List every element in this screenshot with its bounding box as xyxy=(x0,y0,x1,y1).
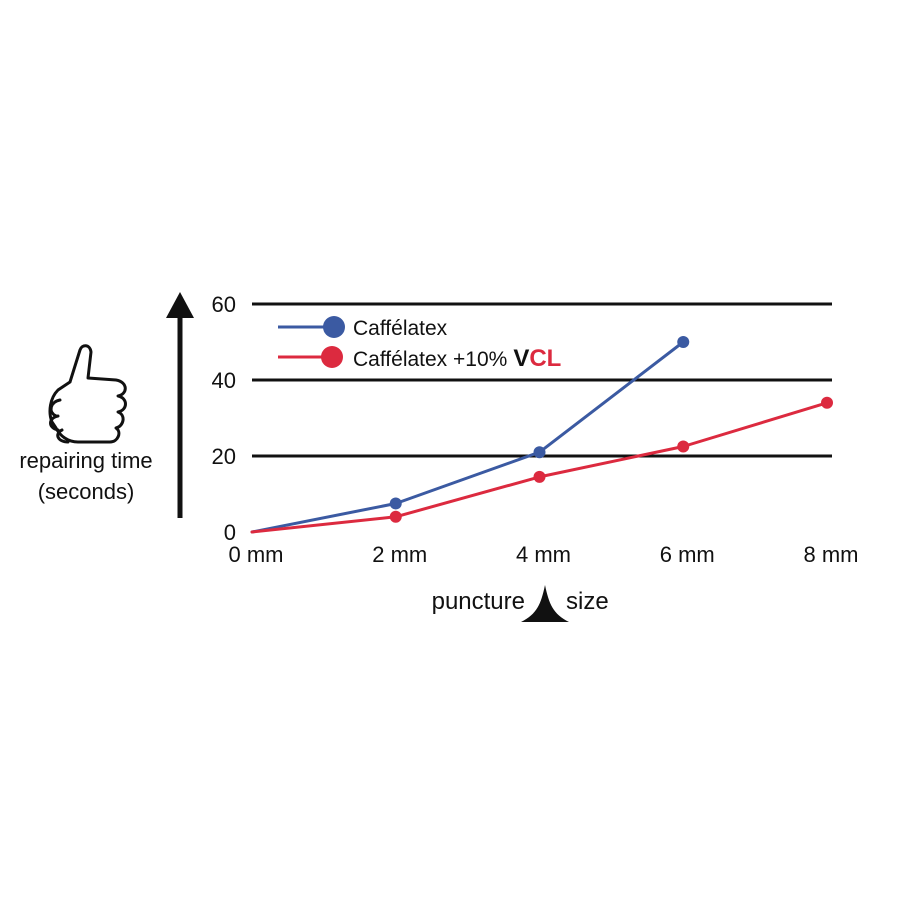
puncture-spike-icon xyxy=(521,585,569,622)
series-line-0 xyxy=(250,340,685,534)
x-tick-label-2: 2 mm xyxy=(372,542,427,567)
series-0-point-3 xyxy=(677,336,690,348)
y-tick-labels: 0 20 40 60 xyxy=(212,292,236,545)
series-1-point-1 xyxy=(389,510,402,523)
legend-label-caffelatex: Caffélatex xyxy=(353,317,448,340)
series-lines xyxy=(250,336,833,534)
legend-marker-vcl xyxy=(321,346,343,368)
y-axis-label-line1: repairing time xyxy=(19,448,152,473)
legend-label-v: V xyxy=(513,345,529,372)
series-0-point-1 xyxy=(389,497,402,510)
series-1-point-3 xyxy=(677,440,690,453)
x-tick-labels: 0 mm 2 mm 4 mm 6 mm 8 mm xyxy=(229,542,859,567)
y-tick-label-20: 20 xyxy=(212,444,236,469)
y-tick-label-60: 60 xyxy=(212,292,236,317)
series-line-1 xyxy=(250,401,829,534)
y-axis-label-line2: (seconds) xyxy=(38,479,135,504)
legend: Caffélatex Caffélatex +10% VCL xyxy=(278,316,561,372)
y-tick-label-0: 0 xyxy=(224,520,236,545)
x-tick-label-6: 6 mm xyxy=(660,542,715,567)
legend-label-cl: CL xyxy=(529,345,561,372)
legend-label-vcl-text: Caffélatex +10% xyxy=(353,348,507,371)
legend-label-vcl: Caffélatex +10% VCL xyxy=(353,345,561,372)
x-tick-label-8: 8 mm xyxy=(804,542,859,567)
x-axis-label-left: puncture xyxy=(432,588,525,615)
series-0-point-2 xyxy=(533,446,546,459)
x-tick-label-4: 4 mm xyxy=(516,542,571,567)
thumbs-up-icon xyxy=(48,344,127,444)
x-tick-label-0: 0 mm xyxy=(229,542,284,567)
legend-marker-caffelatex xyxy=(323,316,345,338)
series-1-point-4 xyxy=(821,396,833,409)
y-tick-label-40: 40 xyxy=(212,368,236,393)
x-axis-label-right: size xyxy=(566,588,609,615)
series-1-point-2 xyxy=(533,470,546,483)
y-axis-arrow-head xyxy=(166,292,194,318)
